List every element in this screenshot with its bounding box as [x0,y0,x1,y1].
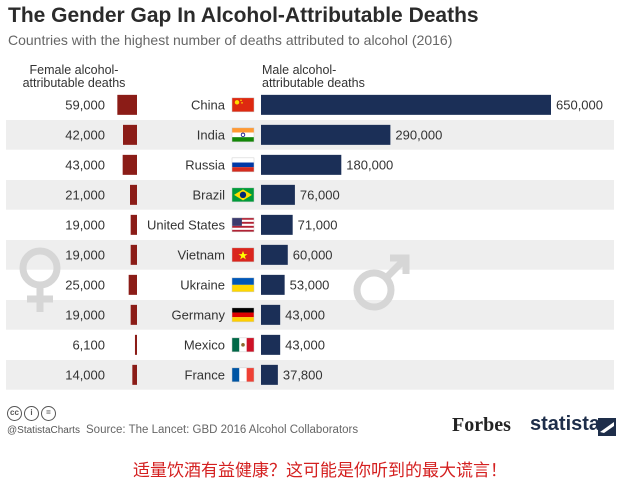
male-bar [261,274,285,295]
male-bar [261,304,281,325]
row-background [6,360,614,390]
male-bar [261,244,288,265]
male-bar [261,334,281,355]
female-bar [134,334,137,355]
country-label: France [185,367,225,382]
country-label: Vietnam [178,247,225,262]
female-value-label: 19,000 [65,217,105,232]
male-value-label: 650,000 [556,97,603,112]
russia-flag-icon [231,157,255,173]
statista-logo: statista [530,413,601,435]
row-background [6,240,614,270]
male-value-label: 43,000 [285,307,325,322]
butterfly-bar-chart: 59,000 China 650,000 42,000 India 290,000 43,0… [6,94,614,390]
female-value-label: 59,000 [65,97,105,112]
female-value-label: 19,000 [65,247,105,262]
forbes-logo: Forbes [452,414,511,436]
male-column-header: Male alcohol- attributable deaths [262,64,365,90]
country-label: Germany [172,307,226,322]
ukraine-flag-icon [231,277,255,293]
usa-flag-icon [231,217,255,233]
female-header-line-2: attributable deaths [22,76,126,90]
male-value-label: 43,000 [285,337,325,352]
female-bar [130,214,137,235]
country-label: Mexico [184,337,225,352]
male-value-label: 60,000 [293,247,333,262]
chart-title: The Gender Gap In Alcohol-Attributable D… [8,4,479,27]
cc-icon: cc [7,406,22,421]
male-header-line-1: Male alcohol- [262,63,337,77]
female-bar [130,244,137,265]
country-label: Russia [185,157,226,172]
male-symbol-icon [353,254,410,311]
country-label: China [191,97,226,112]
male-header-line-2: attributable deaths [262,76,365,90]
country-label: India [197,127,226,142]
female-symbol-icon [19,247,61,312]
vietnam-flag-icon [231,247,255,263]
male-bar [261,94,551,115]
attribution-icon: i [24,406,39,421]
row-background [6,180,614,210]
male-value-label: 76,000 [300,187,340,202]
caption-text: 适量饮酒有益健康？这可能是你听到的最大谎言！ [133,461,507,481]
germany-flag-icon [231,307,255,323]
female-bar [117,94,137,115]
female-value-label: 25,000 [65,277,105,292]
male-bar [261,124,391,145]
source-note: Source: The Lancet: GBD 2016 Alcohol Col… [86,424,359,436]
male-bar [261,214,293,235]
china-flag-icon [231,97,255,113]
female-value-label: 42,000 [65,127,105,142]
female-bar [130,184,137,205]
chart-subtitle: Countries with the highest number of dea… [8,32,453,48]
male-value-label: 37,800 [283,367,323,382]
india-flag-icon [231,127,255,143]
license-icons: cc i = [7,406,56,421]
female-bar [123,124,137,145]
female-value-label: 21,000 [65,187,105,202]
male-value-label: 180,000 [346,157,393,172]
brazil-flag-icon [231,187,255,203]
statista-handle: @StatistaCharts [7,425,80,436]
female-value-label: 6,100 [72,337,105,352]
male-bar [261,184,295,205]
female-value-label: 19,000 [65,307,105,322]
row-background [6,300,614,330]
female-column-header: Female alcohol- attributable deaths [10,64,138,90]
no-derivatives-icon: = [41,406,56,421]
female-header-line-1: Female alcohol- [29,63,119,77]
mexico-flag-icon [231,337,255,353]
country-label: United States [147,217,226,232]
male-bar [261,364,278,385]
statista-logo-mark-icon [598,418,616,436]
female-value-label: 43,000 [65,157,105,172]
country-label: Ukraine [180,277,225,292]
country-label: Brazil [192,187,225,202]
female-bar [130,304,137,325]
female-bar [128,274,137,295]
female-value-label: 14,000 [65,367,105,382]
male-value-label: 53,000 [290,277,330,292]
female-bar [122,154,137,175]
france-flag-icon [231,367,255,383]
female-bar [132,364,137,385]
male-value-label: 290,000 [395,127,442,142]
male-bar [261,154,342,175]
male-value-label: 71,000 [298,217,338,232]
